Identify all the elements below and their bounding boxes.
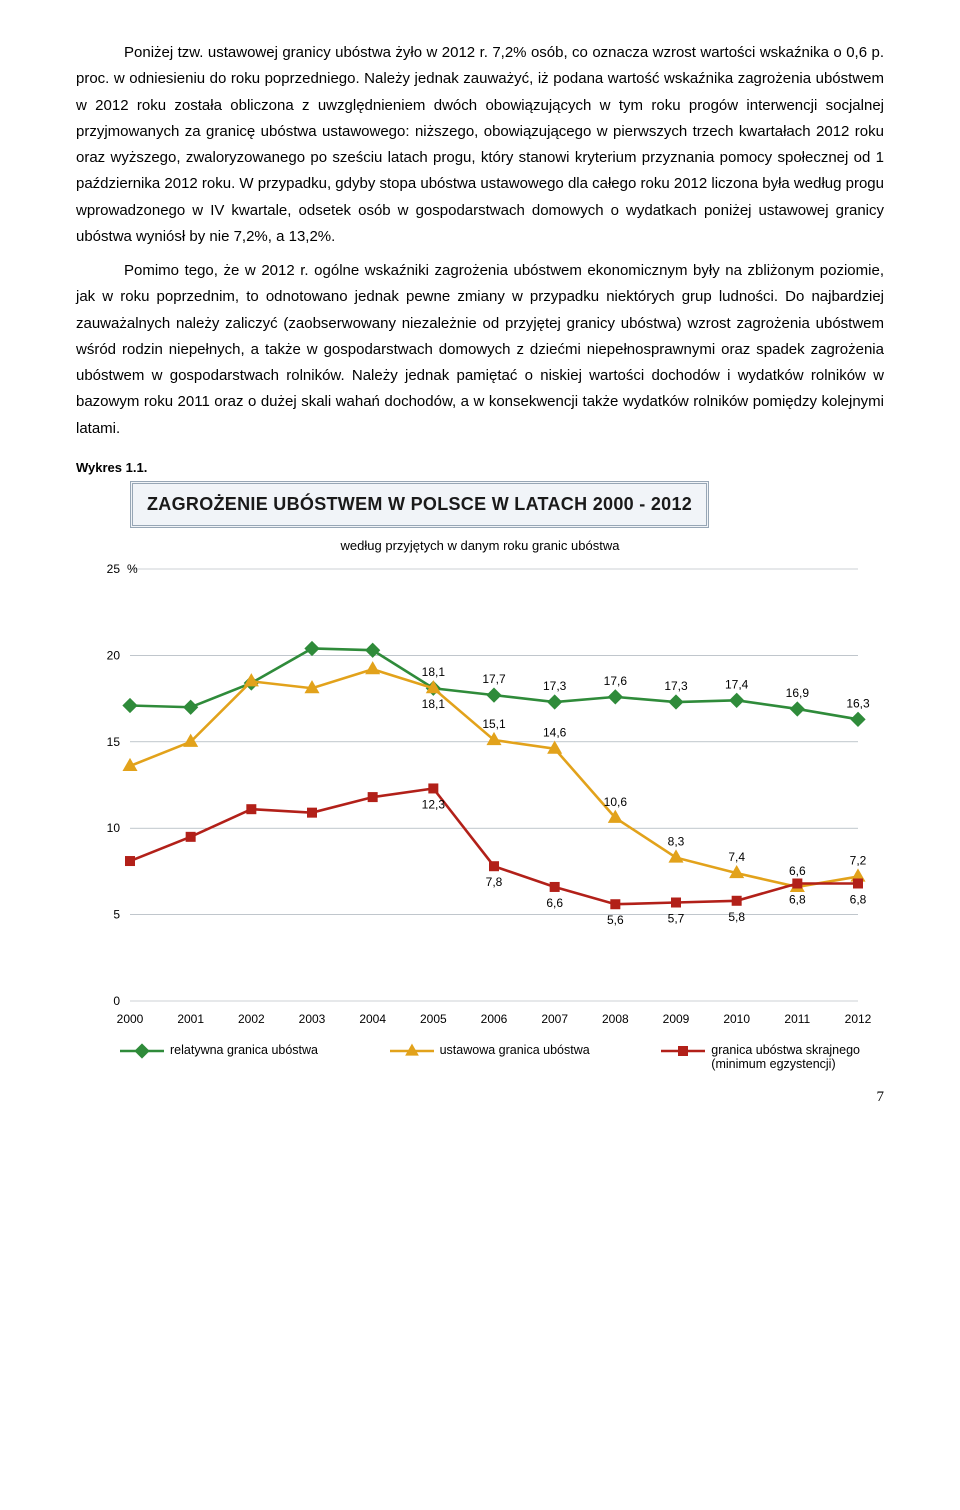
svg-text:5,8: 5,8 [728, 910, 745, 924]
svg-text:5,7: 5,7 [668, 911, 685, 925]
svg-text:2002: 2002 [238, 1012, 265, 1026]
svg-text:14,6: 14,6 [543, 725, 567, 739]
svg-text:7,8: 7,8 [486, 875, 503, 889]
svg-text:12,3: 12,3 [422, 797, 446, 811]
svg-text:10,6: 10,6 [604, 795, 628, 809]
svg-text:16,3: 16,3 [846, 696, 870, 710]
svg-text:2009: 2009 [663, 1012, 690, 1026]
legend-sublabel: (minimum egzystencji) [711, 1057, 860, 1071]
legend-swatch [661, 1043, 705, 1059]
legend-item: ustawowa granica ubóstwa [390, 1043, 590, 1071]
svg-text:2006: 2006 [481, 1012, 508, 1026]
svg-text:5: 5 [113, 907, 120, 921]
svg-text:16,9: 16,9 [786, 686, 810, 700]
svg-text:2001: 2001 [177, 1012, 204, 1026]
svg-text:17,7: 17,7 [482, 672, 506, 686]
chart-container: 0 5 10 15 20 25% 2000 2001 2002 2003 2004 2005 2006 2… [76, 555, 884, 1035]
svg-text:18,1: 18,1 [422, 665, 446, 679]
svg-text:17,4: 17,4 [725, 677, 749, 691]
svg-text:15: 15 [107, 735, 121, 749]
chart-legend: relatywna granica ubóstwa ustawowa granic… [76, 1043, 884, 1071]
svg-text:5,6: 5,6 [607, 913, 624, 927]
legend-swatch [390, 1043, 434, 1059]
svg-text:6,8: 6,8 [789, 892, 806, 906]
svg-text:17,6: 17,6 [604, 674, 628, 688]
paragraph-2: Pomimo tego, że w 2012 r. ogólne wskaźni… [76, 258, 884, 442]
svg-text:17,3: 17,3 [664, 679, 688, 693]
svg-text:2004: 2004 [359, 1012, 386, 1026]
svg-text:2008: 2008 [602, 1012, 629, 1026]
page-number: 7 [76, 1089, 884, 1106]
line-chart: 0 5 10 15 20 25% 2000 2001 2002 2003 2004 2005 2006 2… [76, 555, 876, 1035]
svg-text:%: % [127, 562, 138, 576]
page: Poniżej tzw. ustawowej granicy ubóstwa ż… [0, 0, 960, 1136]
svg-text:2005: 2005 [420, 1012, 447, 1026]
svg-text:2007: 2007 [541, 1012, 568, 1026]
svg-text:2000: 2000 [117, 1012, 144, 1026]
svg-text:18,1: 18,1 [422, 697, 446, 711]
svg-text:15,1: 15,1 [482, 717, 506, 731]
paragraph-1: Poniżej tzw. ustawowej granicy ubóstwa ż… [76, 40, 884, 250]
svg-text:7,4: 7,4 [728, 850, 745, 864]
svg-text:2010: 2010 [723, 1012, 750, 1026]
legend-item: granica ubóstwa skrajnego(minimum egzyst… [661, 1043, 860, 1071]
svg-text:25: 25 [107, 562, 121, 576]
legend-label: granica ubóstwa skrajnego(minimum egzyst… [711, 1043, 860, 1071]
svg-text:10: 10 [107, 821, 121, 835]
svg-text:0: 0 [113, 994, 120, 1008]
legend-swatch [120, 1043, 164, 1059]
svg-text:6,8: 6,8 [850, 892, 867, 906]
svg-text:17,3: 17,3 [543, 679, 567, 693]
svg-text:7,2: 7,2 [850, 853, 867, 867]
legend-item: relatywna granica ubóstwa [120, 1043, 318, 1071]
svg-text:2012: 2012 [845, 1012, 872, 1026]
svg-text:6,6: 6,6 [789, 864, 806, 878]
svg-text:2011: 2011 [784, 1012, 810, 1026]
legend-label: relatywna granica ubóstwa [170, 1043, 318, 1057]
legend-label: ustawowa granica ubóstwa [440, 1043, 590, 1057]
svg-text:2003: 2003 [299, 1012, 326, 1026]
svg-text:20: 20 [107, 648, 121, 662]
chart-title: ZAGROŻENIE UBÓSTWEM W POLSCE W LATACH 20… [147, 494, 692, 514]
figure-label: Wykres 1.1. [76, 460, 884, 475]
svg-text:8,3: 8,3 [668, 834, 685, 848]
svg-text:6,6: 6,6 [546, 896, 563, 910]
chart-title-box: ZAGROŻENIE UBÓSTWEM W POLSCE W LATACH 20… [130, 481, 709, 528]
chart-subtitle: według przyjętych w danym roku granic ub… [76, 538, 884, 553]
